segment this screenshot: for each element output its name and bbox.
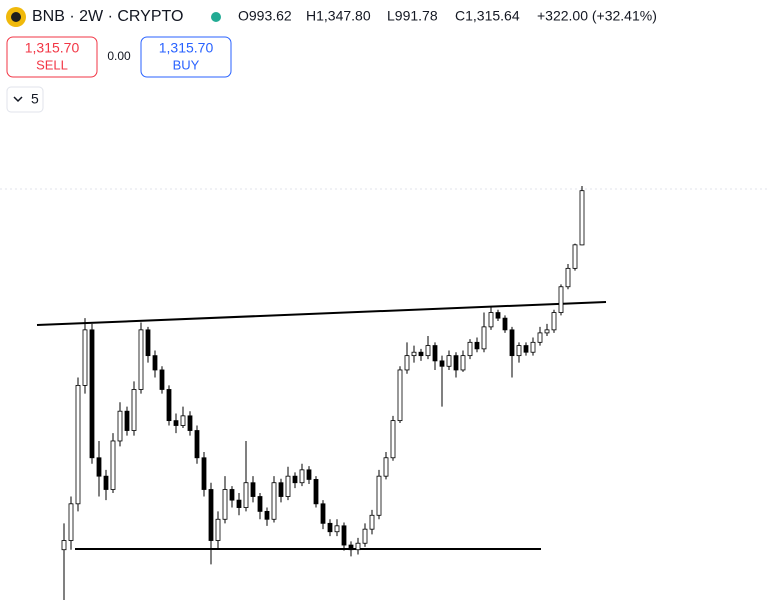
candle-body (572, 244, 578, 269)
candle-body (166, 389, 172, 422)
candle-body (159, 369, 165, 390)
sell-button[interactable] (6, 36, 98, 78)
trend-line (36, 301, 607, 326)
candle-body (229, 489, 235, 501)
candle-body (285, 475, 291, 497)
candle-body (124, 410, 130, 431)
candle-body (96, 457, 102, 477)
spread: 0.00 (107, 49, 131, 63)
candle-body (278, 482, 284, 497)
ohlc-low: L991.78 (387, 8, 438, 24)
chevron (13, 96, 23, 103)
candle-body (194, 430, 200, 459)
candle-body (180, 415, 186, 426)
candle-body (215, 518, 221, 541)
ohlc-close: C1,315.64 (455, 8, 520, 24)
candle-body (89, 329, 95, 459)
candle-body (348, 544, 354, 551)
candle-body (271, 482, 277, 520)
candle-body (299, 469, 305, 484)
candle-body (173, 420, 179, 426)
symbol[interactable]: BNB · 2W · CRYPTO (32, 8, 183, 25)
candle-body (530, 341, 536, 353)
buy-button[interactable] (140, 36, 232, 78)
candle-body (404, 355, 410, 371)
candle-body (257, 496, 263, 512)
buy-price: 1,315.70 (159, 40, 214, 56)
indicator-toggle[interactable] (6, 86, 44, 113)
candle-body (390, 420, 396, 459)
candle-body (250, 482, 256, 497)
candle-body (516, 345, 522, 357)
candle-body (61, 540, 67, 551)
indicator-count: 5 (31, 91, 39, 107)
ohlc-high: H1,347.80 (306, 8, 371, 24)
candle-body (103, 475, 109, 490)
candle-body (243, 482, 249, 508)
candle-body (327, 522, 333, 533)
market-status (211, 12, 221, 22)
candle-body (236, 499, 242, 508)
candle-body (579, 190, 585, 246)
candle-body (369, 514, 375, 530)
candle-body (145, 329, 151, 357)
candle-body (292, 475, 298, 484)
candle-body (264, 510, 270, 520)
candle-body (467, 341, 473, 357)
candle-body (320, 503, 326, 524)
candle-body (523, 345, 529, 353)
candle-body (446, 355, 452, 367)
candle-body (376, 475, 382, 516)
candle-body (201, 457, 207, 490)
candle-body (502, 317, 508, 331)
candle-body (334, 525, 340, 533)
candle-body (439, 360, 445, 367)
candle-body (453, 355, 459, 371)
candle-body (488, 312, 494, 328)
candle-body (558, 286, 564, 313)
candle-body (565, 267, 571, 288)
candle-body (537, 332, 543, 343)
candle-body (460, 355, 466, 371)
candle-body (432, 345, 438, 362)
candle-body (474, 341, 480, 350)
candle-body (187, 415, 193, 431)
candle-body (481, 326, 487, 350)
candle-body (222, 489, 228, 520)
candle-body (397, 369, 403, 422)
candle-body (411, 351, 417, 357)
candle-body (75, 385, 81, 505)
sell-label: SELL (36, 57, 68, 72)
candle-body (117, 410, 123, 442)
candle-body (425, 345, 431, 357)
sell-price: 1,315.70 (25, 40, 80, 56)
candle-body (138, 329, 144, 390)
candle-body (208, 489, 214, 541)
candle-body (495, 312, 501, 319)
candle-body (110, 440, 116, 490)
candle-body (306, 469, 312, 480)
candle-body (509, 329, 515, 357)
candle-body (82, 329, 88, 386)
candle-body (152, 355, 158, 371)
candle-body (551, 312, 557, 331)
candle-body (544, 329, 550, 334)
candle-body (383, 457, 389, 477)
candle-body (355, 542, 361, 551)
buy-label: BUY (173, 57, 200, 72)
candle-body (131, 389, 137, 431)
candle-body (362, 528, 368, 544)
symbol-icon-inner (11, 12, 21, 22)
candle-body (68, 503, 74, 541)
candle-body (313, 479, 319, 505)
candle-body (341, 525, 347, 546)
ohlc-change: +322.00 (+32.41%) (537, 8, 657, 24)
ohlc-open: O993.62 (238, 8, 292, 24)
candle-body (418, 351, 424, 357)
